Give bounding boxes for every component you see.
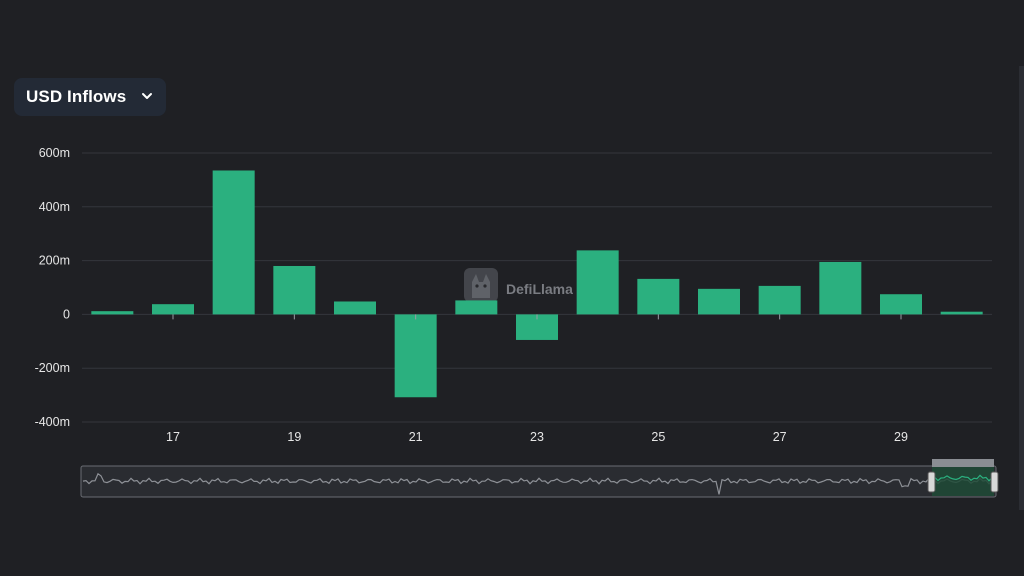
bar-17[interactable] (152, 304, 194, 315)
x-tick-label: 17 (166, 430, 180, 444)
x-tick-label: 25 (651, 430, 665, 444)
metric-dropdown-label: USD Inflows (26, 87, 127, 106)
bar-27[interactable] (758, 285, 801, 315)
bar-20[interactable] (334, 301, 376, 315)
x-tick-label: 19 (287, 430, 301, 444)
x-tick-label: 27 (773, 430, 787, 444)
bar-29[interactable] (880, 294, 922, 315)
y-tick-label: -200m (35, 361, 70, 375)
scroll-edge (1019, 66, 1024, 510)
y-tick-label: -400m (35, 415, 70, 429)
bar-21[interactable] (394, 314, 437, 398)
bar-26[interactable] (698, 288, 740, 315)
watermark-text: DefiLlama (506, 281, 573, 297)
llama-logo-icon (464, 268, 498, 302)
bar-19[interactable] (273, 265, 316, 315)
range-handle-left[interactable] (927, 471, 936, 493)
x-tick-label: 23 (530, 430, 544, 444)
range-selector-window[interactable] (932, 467, 994, 496)
bar-18[interactable] (212, 170, 255, 315)
x-tick-label: 29 (894, 430, 908, 444)
range-handle-right[interactable] (990, 471, 999, 493)
y-tick-label: 400m (39, 200, 70, 214)
range-selector[interactable] (80, 459, 999, 498)
range-selector-window-sparkline (934, 474, 993, 482)
y-tick-label: 200m (39, 254, 70, 268)
bar-28[interactable] (819, 261, 862, 315)
chevron-down-icon (142, 93, 152, 99)
range-selector-top-bar[interactable] (932, 459, 994, 467)
y-axis-labels: 600m 400m 200m 0 -200m -400m (35, 146, 70, 429)
y-tick-label: 0 (63, 307, 70, 321)
range-selector-sparkline (82, 472, 993, 495)
bars (91, 170, 983, 398)
metric-dropdown[interactable]: USD Inflows (14, 78, 166, 116)
x-axis: 17 19 21 23 25 27 29 (166, 314, 908, 444)
y-tick-label: 600m (39, 146, 70, 160)
bar-16[interactable] (91, 311, 134, 315)
x-tick-label: 21 (409, 430, 423, 444)
bar-24[interactable] (576, 250, 619, 315)
bar-22[interactable] (455, 300, 498, 315)
bar-30[interactable] (940, 311, 983, 315)
bar-25[interactable] (637, 278, 680, 315)
watermark: DefiLlama (464, 268, 573, 302)
range-selector-track (80, 465, 997, 498)
